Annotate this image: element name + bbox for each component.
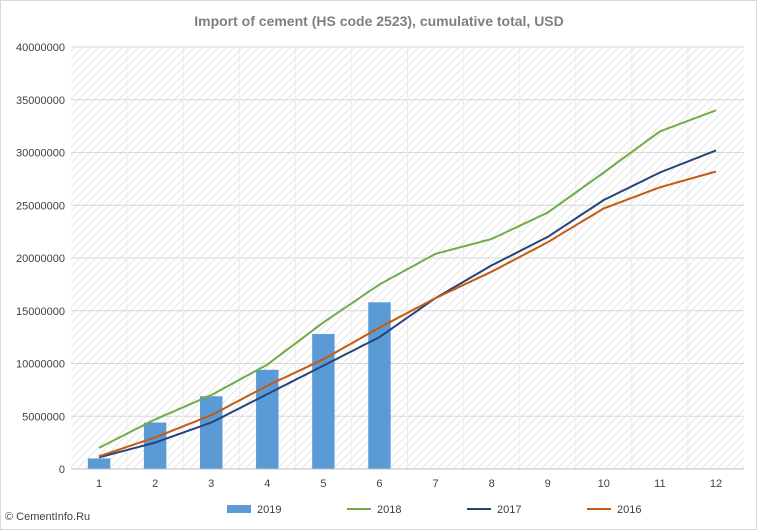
line-2016 (98, 170, 717, 458)
x-tick-label: 6 (376, 478, 382, 490)
x-tick-label: 3 (208, 478, 214, 490)
y-tick-label: 0 (59, 464, 65, 476)
y-tick-label: 40000000 (16, 42, 65, 54)
bar-2019 (199, 396, 223, 469)
bar-series (87, 302, 391, 469)
legend-label-2016: 2016 (617, 504, 641, 516)
bar-2019 (368, 302, 391, 469)
x-tick-label: 9 (545, 478, 551, 490)
x-tick-label: 4 (264, 478, 270, 490)
x-tick-label: 1 (96, 478, 102, 490)
y-tick-label: 35000000 (16, 95, 65, 107)
y-tick-label: 20000000 (16, 253, 65, 265)
legend: 2019 2018 2017 2016 (227, 504, 641, 516)
gridlines (71, 46, 744, 469)
y-axis-labels: 0 5000000 10000000 15000000 20000000 25000000… (16, 42, 65, 476)
x-axis-labels: 1 2 3 4 5 6 7 8 9 10 11 12 (96, 478, 722, 490)
y-tick-label: 10000000 (16, 359, 65, 371)
y-tick-label: 30000000 (16, 148, 65, 160)
bar-2019 (87, 458, 111, 469)
line-2018 (98, 109, 717, 449)
line-2017 (98, 149, 717, 459)
chart-title: Import of cement (HS code 2523), cumulat… (194, 13, 564, 29)
legend-label-2019: 2019 (257, 504, 281, 516)
x-tick-label: 12 (710, 478, 722, 490)
x-tick-label: 5 (320, 478, 326, 490)
bar-2019 (143, 422, 167, 469)
x-tick-label: 11 (654, 478, 665, 490)
x-tick-label: 10 (598, 478, 610, 490)
x-tick-label: 2 (152, 478, 158, 490)
y-tick-label: 5000000 (22, 411, 65, 423)
legend-label-2017: 2017 (497, 504, 521, 516)
legend-label-2018: 2018 (377, 504, 401, 516)
y-tick-label: 15000000 (16, 306, 65, 318)
line-series (98, 109, 717, 459)
x-tick-label: 8 (489, 478, 495, 490)
watermark: © CementInfo.Ru (5, 511, 91, 523)
legend-swatch-2019 (227, 505, 251, 513)
bar-2019 (256, 369, 279, 469)
y-tick-label: 25000000 (16, 200, 65, 212)
x-tick-label: 7 (432, 478, 438, 490)
